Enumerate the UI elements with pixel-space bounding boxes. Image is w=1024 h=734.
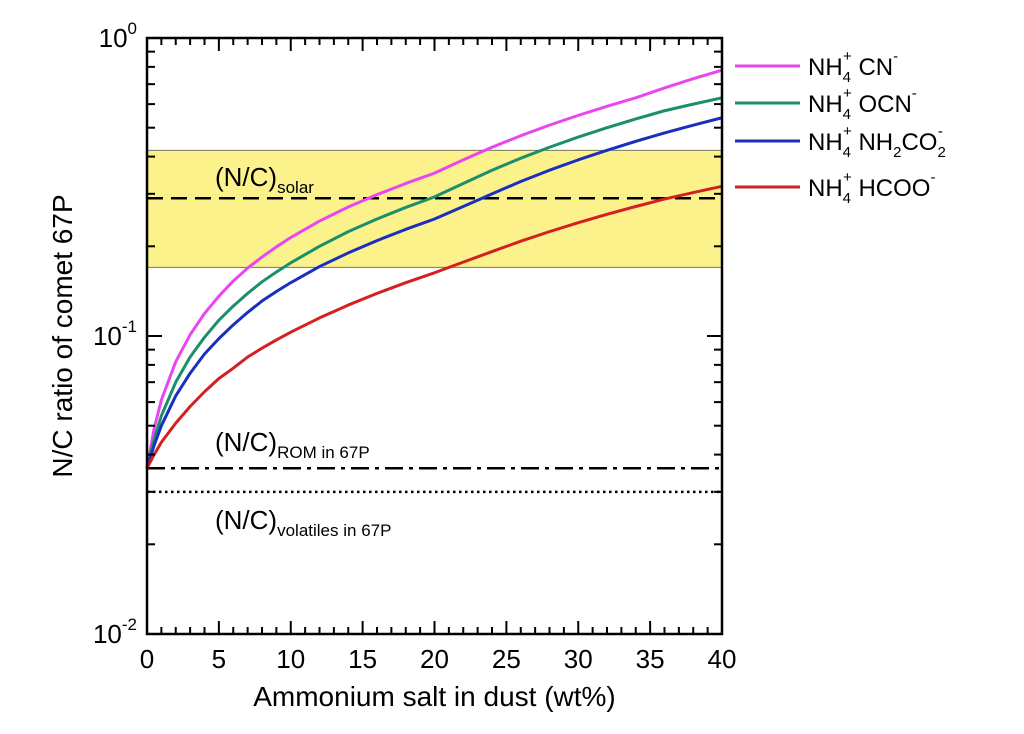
x-tick-label: 0 — [140, 644, 154, 674]
legend-label-ocn: NH4+ OCN- — [808, 85, 917, 123]
x-tick-label: 35 — [636, 644, 665, 674]
x-axis-label: Ammonium salt in dust (wt%) — [253, 681, 616, 712]
x-tick-label: 20 — [420, 644, 449, 674]
y-tick-labels: 10-2 10-1 100 — [93, 19, 137, 649]
series-line-ocn — [145, 96, 723, 469]
x-tick-label: 10 — [276, 644, 305, 674]
x-tick-label: 40 — [708, 644, 737, 674]
reference-label-solar: (N/C)solar — [215, 162, 314, 197]
legend-label-nh2co2: NH4+ NH2CO2- — [808, 123, 946, 161]
y-tick-label: 10-2 — [93, 615, 137, 649]
y-tick-label: 100 — [99, 19, 137, 53]
legend-label-cn: NH4+ CN- — [808, 48, 898, 86]
x-tick-label: 25 — [492, 644, 521, 674]
x-tick-label: 5 — [212, 644, 226, 674]
x-tick-labels: 0 5 10 15 20 25 30 35 40 — [140, 644, 737, 674]
series-line-cn — [145, 68, 723, 469]
reference-labels: (N/C)solar (N/C)ROM in 67P (N/C)volatiles … — [215, 162, 391, 540]
series-line-nh2co2 — [145, 116, 723, 469]
reference-lines — [147, 196, 722, 494]
y-axis-label: N/C ratio of comet 67P — [47, 194, 78, 477]
x-tick-label: 15 — [348, 644, 377, 674]
x-tick-label: 30 — [564, 644, 593, 674]
reference-label-rom: (N/C)ROM in 67P — [215, 427, 370, 462]
series-line-hcoo — [145, 184, 723, 469]
axis-ticks — [146, 38, 723, 635]
reference-label-volatiles: (N/C)volatiles in 67P — [215, 505, 391, 540]
plot-frame — [145, 36, 724, 636]
y-tick-label: 10-1 — [93, 317, 137, 351]
legend: NH4+ CN-NH4+ OCN-NH4+ NH2CO2- NH4+ HCOO- — [735, 48, 946, 207]
legend-label-hcoo: NH4+ HCOO- — [808, 169, 935, 207]
series-lines — [145, 68, 723, 469]
